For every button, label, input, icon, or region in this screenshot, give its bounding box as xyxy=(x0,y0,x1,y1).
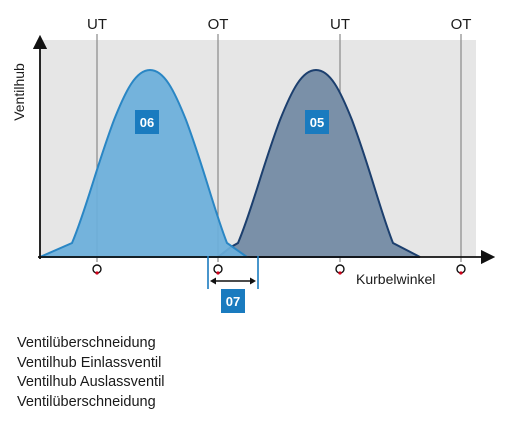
dead-center-marker-ut-2 xyxy=(335,264,345,275)
badge-intake: 06 xyxy=(135,110,159,134)
dead-center-marker-ut-1 xyxy=(92,264,102,275)
legend-item-intake-lift: Ventilhub Einlassventil xyxy=(17,354,162,371)
legend-item-overlap: Ventilüberschneidung xyxy=(17,335,156,351)
tick-label-ut-1: UT xyxy=(87,16,107,33)
x-axis-label: Kurbelwinkel xyxy=(356,271,435,287)
tick-label-ut-2: UT xyxy=(330,16,350,33)
dead-center-marker-ot-2 xyxy=(456,264,466,275)
valve-timing-diagram: UT OT UT OT Ventilhub Kurbelwinkel 06 xyxy=(11,16,496,313)
tick-label-ot-2: OT xyxy=(451,16,472,33)
svg-text:05: 05 xyxy=(310,115,324,130)
exhaust-valve-lift-curve xyxy=(215,68,421,258)
legend-list: Ventilüberschneidung Ventilhub Einlassve… xyxy=(17,334,165,412)
intake-valve-lift-curve xyxy=(39,68,251,258)
overlap-arrow-right-head xyxy=(250,277,256,285)
badge-overlap: 07 xyxy=(221,289,245,313)
tick-label-ot-1: OT xyxy=(208,16,229,33)
y-axis-label: Ventilhub xyxy=(11,63,27,121)
overlap-bracket xyxy=(207,256,259,289)
badge-exhaust: 05 xyxy=(305,110,329,134)
svg-text:06: 06 xyxy=(140,115,154,130)
dead-center-marker-ot-1 xyxy=(213,264,223,275)
legend-item-overlap-2: Ventilüberschneidung xyxy=(17,393,156,410)
legend-item-exhaust-lift: Ventilhub Auslassventil xyxy=(17,374,165,390)
overlap-arrow-left-head xyxy=(210,277,216,285)
svg-text:07: 07 xyxy=(226,294,240,309)
